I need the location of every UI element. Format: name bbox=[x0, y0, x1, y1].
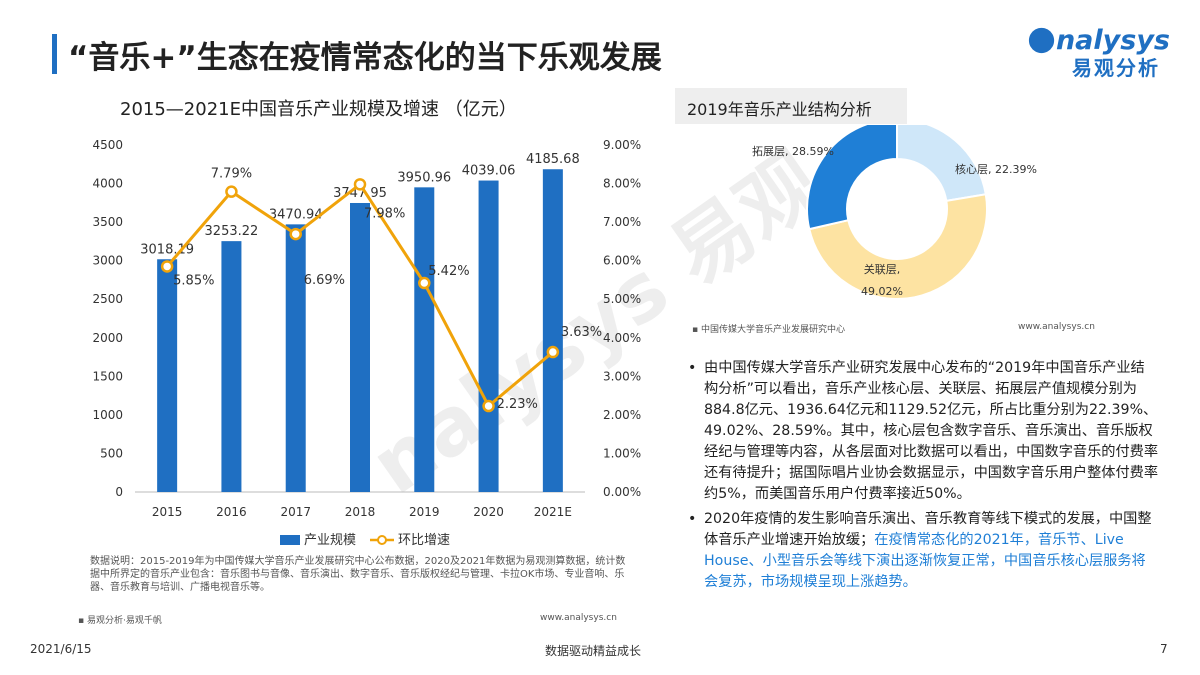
bar bbox=[478, 180, 499, 493]
left-source: ▪ 易观分析·易观千帆 bbox=[78, 616, 162, 626]
paragraph-2: • 2020年疫情的发生影响音乐演出、音乐教育等线下模式的发展，中国整体音乐产业增… bbox=[688, 511, 1152, 590]
growth-point bbox=[546, 345, 560, 359]
slice-label: 关联层, bbox=[864, 262, 901, 276]
bar bbox=[414, 187, 435, 492]
donut-slice bbox=[896, 125, 987, 202]
y-tick-label: 0 bbox=[115, 485, 123, 499]
x-tick-label: 2015 bbox=[152, 505, 183, 519]
y2-tick-label: 3.00% bbox=[603, 369, 641, 383]
bar-value-label: 3747.95 bbox=[333, 186, 387, 201]
bar bbox=[157, 259, 178, 492]
growth-value-label: 2.23% bbox=[497, 397, 538, 412]
y2-tick-label: 2.00% bbox=[603, 408, 641, 422]
bar-line-chart: 0 500 1000 1500 2000 2500 3000 3500 4000 4500 0.00… bbox=[92, 138, 641, 548]
footer-slogan: 数据驱动精益成长 bbox=[545, 644, 642, 658]
analysis-text: • 由中国传媒大学音乐产业研究发展中心发布的“2019年中国音乐产业结构分析”可以… bbox=[688, 358, 1158, 597]
y-tick-label: 4500 bbox=[92, 138, 123, 152]
x-tick-label: 2019 bbox=[409, 505, 440, 519]
bar bbox=[542, 169, 563, 493]
legend-bar-swatch bbox=[280, 535, 300, 545]
y-tick-label: 2000 bbox=[92, 331, 123, 345]
y-tick-label: 3000 bbox=[92, 254, 123, 268]
y-tick-label: 1500 bbox=[92, 369, 123, 383]
y2-tick-label: 9.00% bbox=[603, 138, 641, 152]
growth-value-label: 6.69% bbox=[304, 273, 345, 288]
growth-value-label: 7.79% bbox=[211, 167, 252, 182]
y-tick-label: 3500 bbox=[92, 215, 123, 229]
y2-tick-label: 5.00% bbox=[603, 292, 641, 306]
y2-tick-label: 8.00% bbox=[603, 177, 641, 191]
data-note: 数据说明：2015-2019年为中国传媒大学音乐产业发展研究中心公布数据，202… bbox=[90, 556, 626, 593]
x-tick-label: 2016 bbox=[216, 505, 247, 519]
bar-value-label: 3253.22 bbox=[205, 224, 259, 239]
y-tick-label: 500 bbox=[100, 446, 123, 460]
slice-label: 49.02% bbox=[861, 285, 903, 298]
logo-text-cn: 易观分析 bbox=[1072, 56, 1160, 80]
bar-chart-title: 2015—2021E中国音乐产业规模及增速 （亿元） bbox=[120, 99, 517, 120]
growth-point bbox=[418, 276, 431, 290]
y-tick-label: 1000 bbox=[92, 408, 123, 422]
growth-value-label: 5.85% bbox=[173, 273, 214, 288]
bar-value-label: 4185.68 bbox=[526, 152, 580, 167]
right-source: ▪ 中国传媒大学音乐产业发展研究中心 bbox=[692, 325, 845, 335]
pie-title-box: 2019年音乐产业结构分析 bbox=[675, 88, 907, 124]
legend-line-label: 环比增速 bbox=[398, 533, 450, 548]
x-tick-label: 2020 bbox=[473, 505, 504, 519]
growth-point bbox=[353, 178, 367, 191]
bar bbox=[350, 202, 370, 493]
growth-point bbox=[482, 399, 495, 413]
right-source-url: www.analysys.cn bbox=[1018, 322, 1095, 332]
paragraph-1: • 由中国传媒大学音乐产业研究发展中心发布的“2019年中国音乐产业结构分析”可以… bbox=[688, 360, 1159, 502]
x-tick-label: 2017 bbox=[280, 505, 311, 519]
donut-slice bbox=[808, 193, 988, 300]
growth-point bbox=[289, 227, 302, 241]
slice-label: 拓展层, 28.59% bbox=[752, 144, 834, 158]
left-source-url: www.analysys.cn bbox=[540, 613, 617, 623]
bar-value-label: 3950.96 bbox=[397, 170, 451, 185]
page-title: “音乐+”生态在疫情常态化的当下乐观发展 bbox=[68, 40, 662, 76]
growth-point bbox=[160, 260, 174, 273]
growth-value-label: 5.42% bbox=[428, 264, 469, 279]
donut-chart: 核心层, 22.39% 关联层, 49.02% 拓展层, 28.59% bbox=[752, 125, 1037, 300]
slice-label: 核心层, 22.39% bbox=[955, 162, 1037, 176]
footer-date: 2021/6/15 bbox=[30, 642, 92, 656]
bar bbox=[221, 241, 242, 492]
x-tick-label: 2021E bbox=[534, 505, 572, 519]
y2-tick-label: 1.00% bbox=[603, 446, 641, 460]
title-accent-bar bbox=[52, 34, 57, 74]
highlight-text: 在疫情常态化的2021年，音乐节、Live House、小型音乐会等线下演出逐渐… bbox=[704, 532, 1146, 590]
logo-text-en: ●nalysys bbox=[1027, 18, 1170, 57]
growth-value-label: 3.63% bbox=[561, 325, 602, 340]
y2-tick-label: 6.00% bbox=[603, 254, 641, 268]
y-tick-label: 2500 bbox=[92, 292, 123, 306]
y2-tick-label: 7.00% bbox=[603, 215, 641, 229]
bar bbox=[285, 224, 306, 492]
bar-value-label: 3018.19 bbox=[140, 242, 194, 257]
pie-chart-title: 2019年音乐产业结构分析 bbox=[687, 100, 872, 119]
bar-value-label: 4039.06 bbox=[462, 164, 516, 179]
bar-value-label: 3470.94 bbox=[269, 207, 323, 222]
y2-tick-label: 4.00% bbox=[603, 331, 641, 345]
growth-point bbox=[225, 185, 238, 198]
y2-tick-label: 0.00% bbox=[603, 485, 641, 499]
legend-bar-label: 产业规模 bbox=[304, 533, 356, 548]
analysys-logo: ●nalysys 易观分析 bbox=[1027, 18, 1170, 82]
legend-line-marker bbox=[377, 535, 387, 545]
growth-value-label: 7.98% bbox=[364, 206, 405, 221]
x-tick-label: 2018 bbox=[345, 505, 376, 519]
donut-slice bbox=[806, 125, 898, 231]
y-tick-label: 4000 bbox=[92, 177, 123, 191]
page-number: 7 bbox=[1160, 642, 1168, 656]
